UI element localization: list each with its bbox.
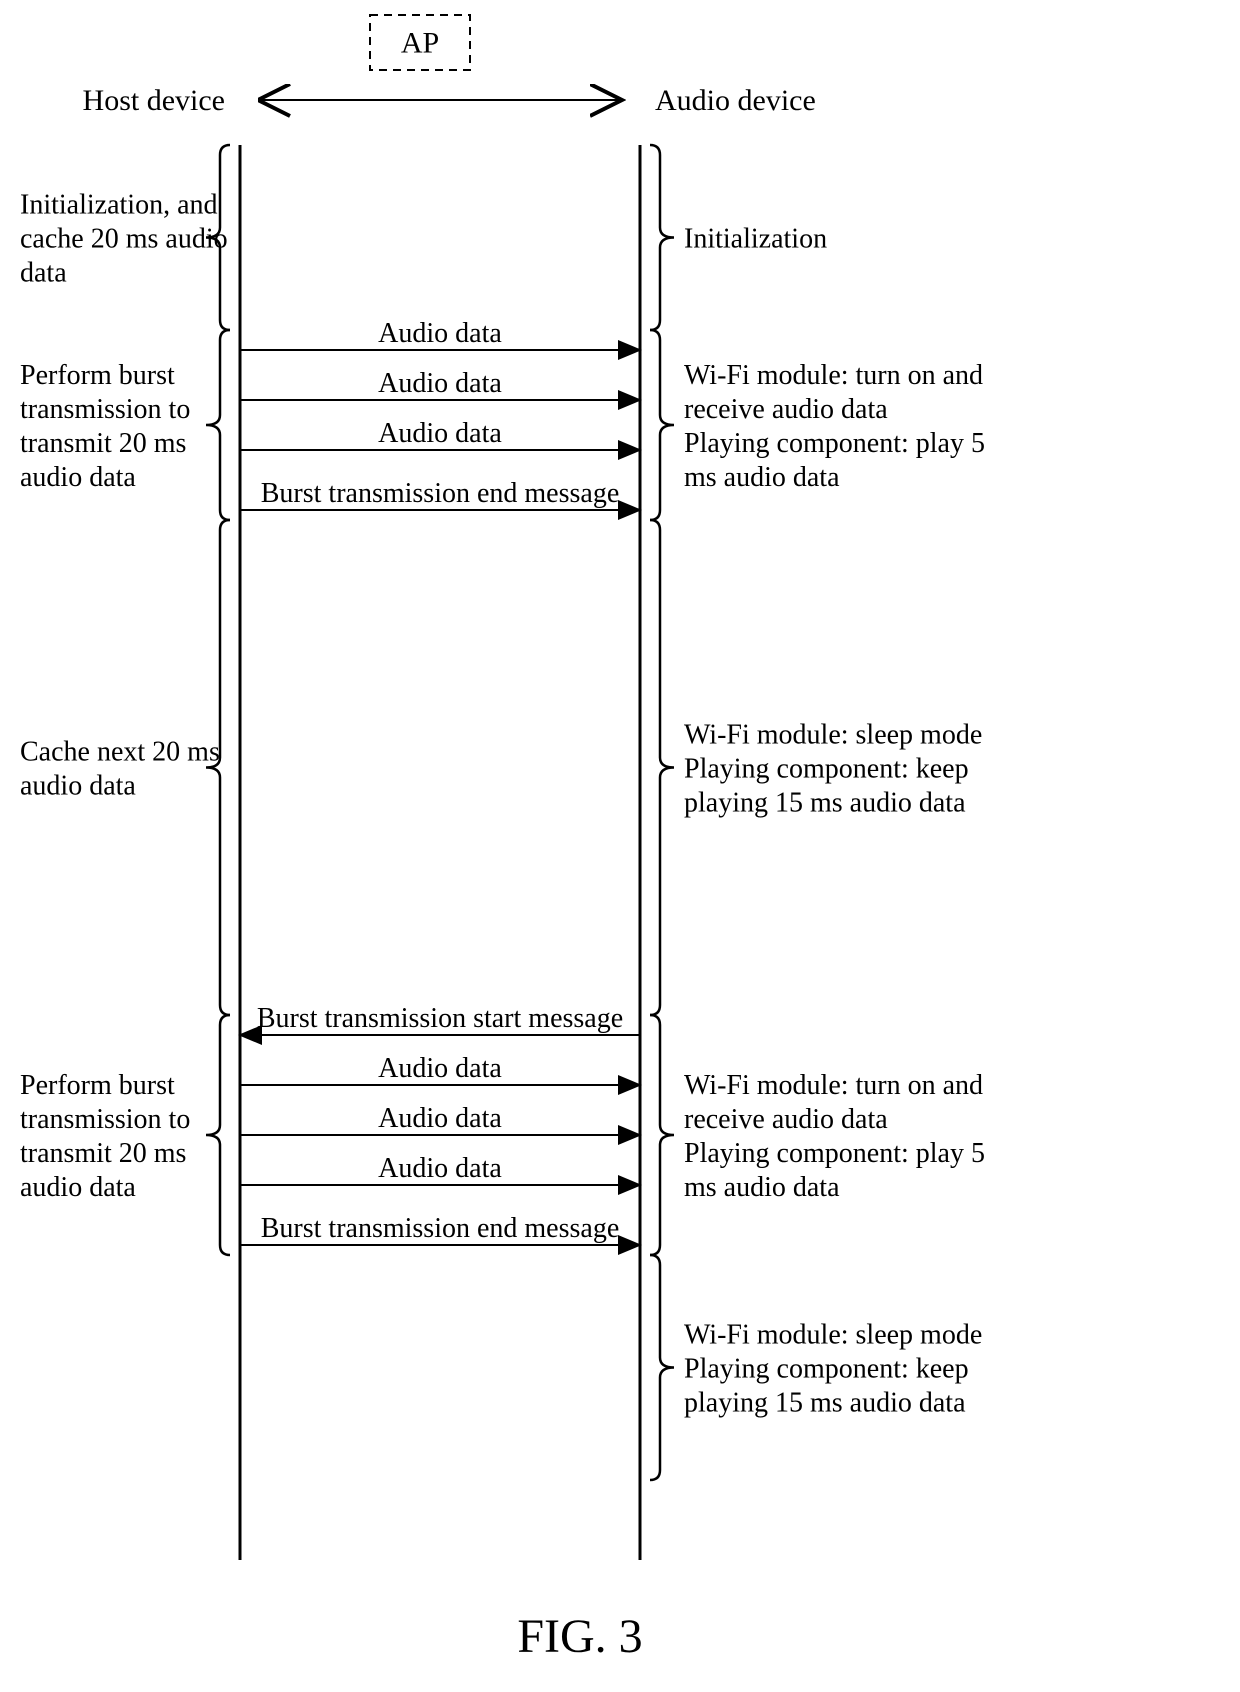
phase-right-label: Playing component: keep — [684, 1353, 969, 1384]
brace-left — [206, 520, 230, 1015]
brace-left — [206, 330, 230, 520]
sequence-diagram: AP Host device Audio device Audio data Audio… — [0, 0, 1240, 1692]
phase-left-label: Perform burst — [20, 360, 175, 391]
header-audio: Audio device — [655, 84, 816, 117]
phase-right-label: Playing component: play 5 — [684, 1138, 985, 1169]
phase-right-label: Wi-Fi module: sleep mode — [684, 719, 982, 750]
phase-right-label: receive audio data — [684, 394, 888, 425]
message-label: Burst transmission end message — [261, 478, 620, 509]
phase-right-label: playing 15 ms audio data — [684, 1387, 966, 1418]
message-label: Audio data — [378, 1153, 502, 1184]
phase-left-label: data — [20, 257, 67, 288]
message-label: Burst transmission start message — [257, 1003, 623, 1034]
phase-right-label: ms audio data — [684, 1172, 840, 1203]
phase-left-label: cache 20 ms audio — [20, 223, 228, 254]
message-label: Audio data — [378, 1053, 502, 1084]
phase-left-label: transmission to — [20, 1104, 190, 1135]
phase-right-label: receive audio data — [684, 1104, 888, 1135]
phase-right-label: Initialization — [684, 223, 827, 254]
brace-right — [650, 145, 674, 330]
phase-left-label: transmit 20 ms — [20, 1138, 186, 1169]
phase-right-label: ms audio data — [684, 462, 840, 493]
ap-label: AP — [401, 27, 439, 60]
phase-right-label: Wi-Fi module: turn on and — [684, 1070, 983, 1101]
phase-right-label: Wi-Fi module: turn on and — [684, 360, 983, 391]
message-label: Audio data — [378, 368, 502, 399]
header-host: Host device — [83, 84, 225, 117]
brace-right — [650, 1255, 674, 1480]
message-label: Audio data — [378, 318, 502, 349]
brace-right — [650, 330, 674, 520]
phase-left-label: transmission to — [20, 394, 190, 425]
phase-left-label: audio data — [20, 1172, 136, 1203]
phase-left-label: Perform burst — [20, 1070, 175, 1101]
brace-right — [650, 520, 674, 1015]
message-label: Burst transmission end message — [261, 1213, 620, 1244]
message-label: Audio data — [378, 1103, 502, 1134]
phase-right-label: playing 15 ms audio data — [684, 787, 966, 818]
brace-left — [206, 1015, 230, 1255]
message-label: Audio data — [378, 418, 502, 449]
phase-left-label: Cache next 20 ms — [20, 736, 220, 767]
phase-left-label: Initialization, and — [20, 189, 218, 220]
phase-left-label: transmit 20 ms — [20, 428, 186, 459]
phase-right-label: Playing component: keep — [684, 753, 969, 784]
figure-label: FIG. 3 — [517, 1610, 642, 1663]
brace-right — [650, 1015, 674, 1255]
phase-left-label: audio data — [20, 770, 136, 801]
phase-right-label: Wi-Fi module: sleep mode — [684, 1319, 982, 1350]
phase-left-label: audio data — [20, 462, 136, 493]
phase-right-label: Playing component: play 5 — [684, 428, 985, 459]
